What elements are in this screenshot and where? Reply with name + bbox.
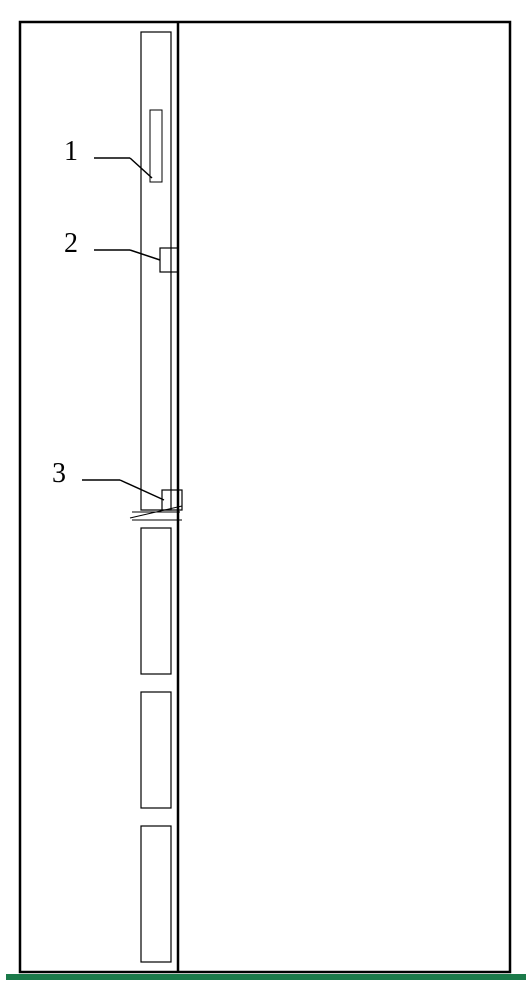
outer-frame: [20, 22, 510, 972]
technical-diagram: 1 2 3: [0, 0, 532, 1000]
callout-label-1: 1: [64, 136, 78, 167]
callout-label-2: 2: [64, 228, 78, 259]
callout-label-3: 3: [52, 458, 66, 489]
bottom-bar: [6, 974, 526, 980]
